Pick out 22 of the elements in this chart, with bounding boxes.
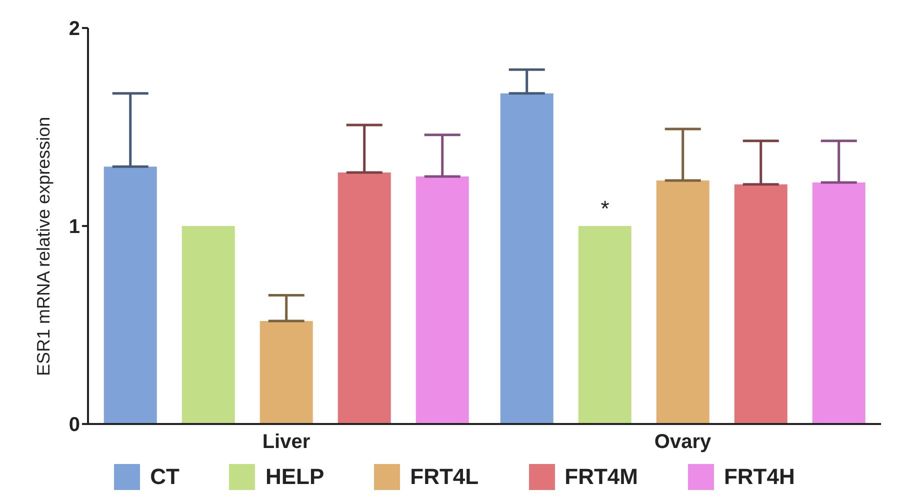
- x-tick-label: Ovary: [654, 431, 712, 453]
- bar: [260, 321, 313, 424]
- bar: [104, 166, 157, 424]
- bar: [656, 180, 710, 424]
- y-axis-title: ESR1 mRNA relative expression: [33, 116, 54, 376]
- bar: [182, 226, 235, 424]
- x-tick-label: Liver: [262, 431, 310, 453]
- legend-label: FRT4L: [410, 464, 479, 490]
- bar: [416, 176, 469, 424]
- y-tick-label: 2: [68, 18, 80, 40]
- bar: [500, 93, 554, 424]
- legend-label: HELP: [265, 464, 324, 490]
- bar: [578, 226, 632, 424]
- bar: [812, 182, 866, 424]
- y-tick-label: 0: [68, 414, 80, 436]
- bar: [338, 172, 391, 424]
- y-tick-label: 1: [68, 216, 80, 238]
- annotation: *: [600, 196, 610, 221]
- legend-label: FRT4H: [724, 464, 795, 490]
- legend-label: FRT4M: [564, 464, 638, 490]
- legend-label: CT: [150, 464, 180, 490]
- bar: [734, 184, 788, 424]
